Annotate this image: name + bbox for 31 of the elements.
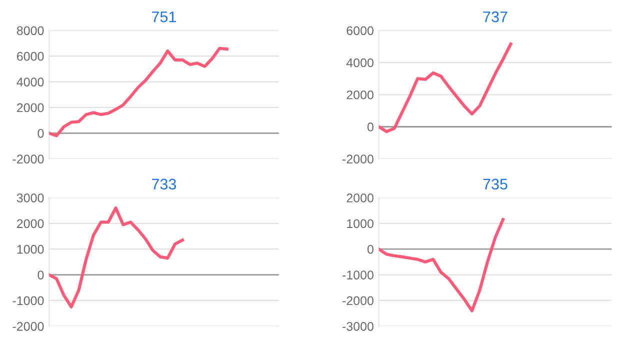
y-tick-label: 2000 (17, 219, 44, 228)
y-tick-label: 1000 (17, 244, 44, 254)
chart-title: 751 (152, 12, 176, 22)
y-tick-label: -3000 (342, 322, 374, 331)
y-tick-label: 4000 (16, 78, 44, 86)
line-series (49, 46, 228, 138)
chart-title: 733 (152, 178, 176, 190)
y-tick-label: 3000 (16, 194, 44, 202)
y-tick-label: 1000 (347, 219, 374, 228)
y-tick-label: 0 (38, 128, 44, 138)
y-tick-label: 0 (367, 244, 374, 254)
y-tick-label: 6000 (346, 26, 374, 36)
y-tick-label: -2000 (12, 154, 44, 164)
y-tick-label: 2000 (346, 194, 374, 202)
y-tick-label: 4000 (346, 58, 374, 68)
y-tick-label: -2000 (12, 322, 44, 331)
y-tick-label: -2000 (342, 154, 374, 164)
y-tick-label: 0 (38, 270, 44, 280)
y-tick-label: -2000 (342, 296, 374, 306)
chart-title: 735 (483, 178, 508, 190)
line-series (378, 218, 505, 312)
y-tick-label: -1000 (12, 296, 44, 306)
line-series (49, 206, 184, 308)
chart-title: 737 (483, 11, 508, 22)
y-tick-label: 6000 (17, 52, 44, 61)
y-tick-label: 8000 (16, 26, 44, 36)
y-tick-label: 2000 (346, 90, 374, 100)
y-tick-label: 2000 (17, 103, 44, 112)
y-tick-label: 0 (367, 122, 374, 132)
y-tick-label: -1000 (342, 270, 374, 280)
line-series (378, 42, 512, 134)
